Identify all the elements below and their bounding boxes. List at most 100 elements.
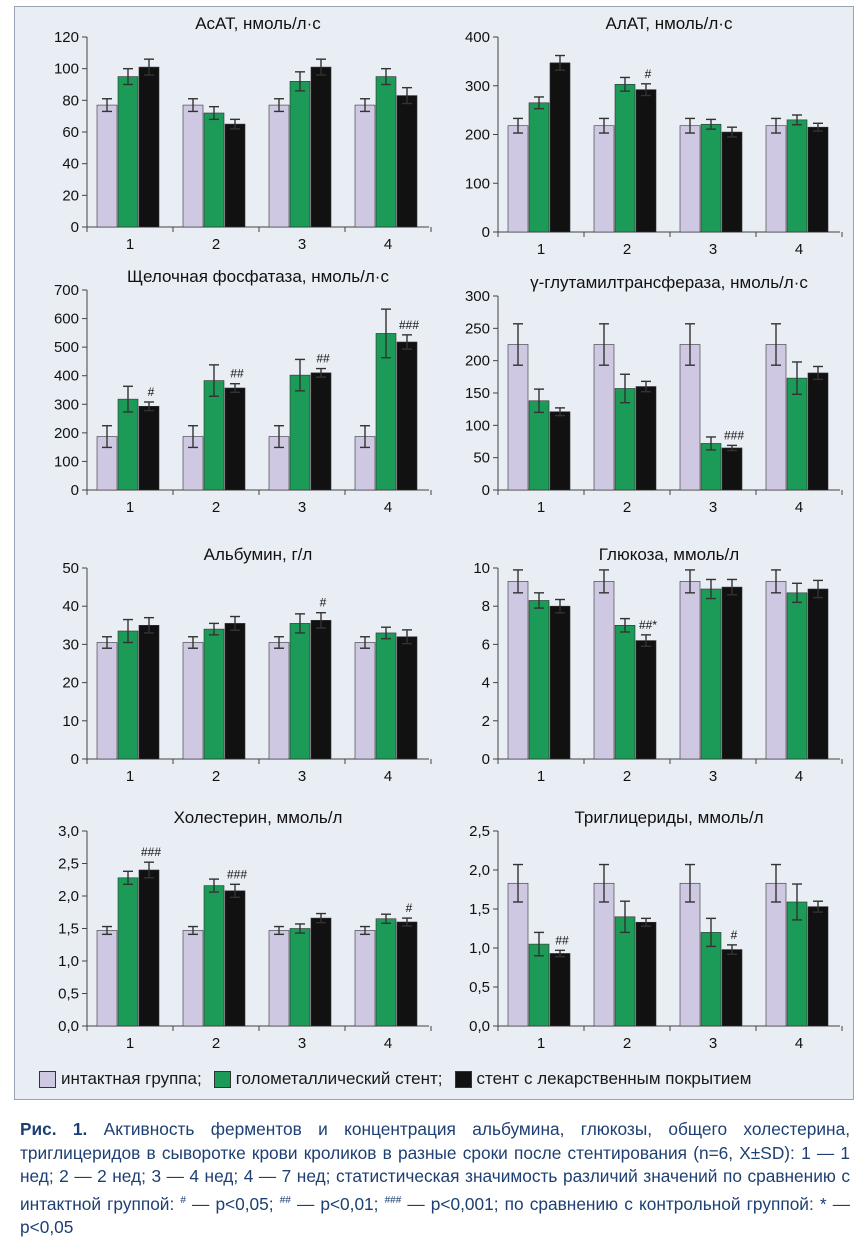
- x-tick-label: 3: [709, 241, 717, 258]
- chart-title: Триглицериды, ммоль/л: [574, 808, 763, 827]
- bar-series-1-cat-4: [354, 104, 376, 228]
- legend: интактная группа; голометаллический стен…: [39, 1069, 764, 1089]
- chart-4: γ-глутамилтрансфераза, нмоль/л·с 0 50 100 15…: [465, 273, 843, 516]
- y-tick-label: 400: [54, 368, 79, 385]
- caption-sig1-mark: #: [180, 1194, 186, 1206]
- chart-title: Щелочная фосфатаза, нмоль/л·с: [127, 267, 389, 286]
- bar-series-2-cat-1: [528, 600, 550, 760]
- bar-series-2-cat-2: [203, 380, 225, 491]
- y-tick-label: 0,5: [469, 979, 490, 996]
- bar-series-3-cat-2: [635, 640, 657, 760]
- bar-series-2-cat-3: [289, 623, 311, 760]
- legend-item-drug-eluting: стент с лекарственным покрытием: [454, 1069, 752, 1089]
- bar-series-3-cat-4: [807, 588, 829, 760]
- x-tick-label: 3: [709, 1035, 717, 1052]
- y-tick-label: 150: [465, 385, 490, 402]
- bar-series-3-cat-2: [224, 890, 246, 1027]
- chart-3: Щелочная фосфатаза, нмоль/л·с 0 100 200 300 4…: [54, 267, 432, 516]
- x-tick-label: 2: [623, 499, 631, 516]
- bar-series-3-cat-2: [224, 623, 246, 760]
- y-tick-label: 0: [71, 219, 79, 236]
- bar-series-3-cat-3: [721, 131, 743, 233]
- bar-series-1-cat-4: [765, 581, 787, 760]
- y-tick-label: 8: [482, 598, 490, 615]
- bar-series-2-cat-4: [375, 76, 397, 228]
- bar-series-1-cat-1: [96, 104, 118, 228]
- legend-item-bare-metal: голометаллический стент;: [213, 1069, 443, 1089]
- y-tick-label: 0: [71, 482, 79, 499]
- bar-series-3-cat-1: [549, 953, 571, 1027]
- bar-series-2-cat-2: [203, 885, 225, 1027]
- bar-series-2-cat-4: [375, 632, 397, 760]
- x-tick-label: 2: [623, 768, 631, 785]
- legend-item-intact: интактная группа;: [39, 1069, 202, 1089]
- legend-swatch-intact: [39, 1070, 56, 1088]
- x-tick-label: 4: [384, 236, 392, 253]
- bar-series-1-cat-3: [679, 344, 701, 491]
- y-tick-label: 2,0: [58, 888, 79, 905]
- significance-label: ###: [399, 318, 419, 332]
- bar-series-2-cat-4: [786, 119, 808, 233]
- caption-sig2-mark: ##: [279, 1194, 291, 1206]
- legend-label-intact: интактная группа;: [61, 1069, 202, 1088]
- bar-series-1-cat-3: [679, 125, 701, 233]
- bar-series-1-cat-1: [507, 125, 529, 233]
- bar-series-3-cat-4: [396, 341, 418, 491]
- bar-series-3-cat-1: [138, 624, 160, 760]
- bar-series-1-cat-3: [268, 642, 290, 760]
- bar-series-2-cat-1: [117, 76, 139, 228]
- bar-series-3-cat-4: [396, 636, 418, 760]
- chart-2: АлАТ, нмоль/л·с 0 100 200 300 400 1 2 3 4 #: [465, 14, 843, 258]
- x-tick-label: 2: [212, 236, 220, 253]
- chart-8: Триглицериды, ммоль/л 0,0 0,5 1,0 1,5 2,0 2,5 1…: [469, 808, 843, 1052]
- x-tick-label: 2: [212, 499, 220, 516]
- bar-series-1-cat-4: [765, 344, 787, 491]
- bar-series-1-cat-4: [354, 930, 376, 1027]
- bar-series-1-cat-2: [593, 344, 615, 491]
- bar-series-3-cat-1: [138, 405, 160, 491]
- bar-series-3-cat-3: [310, 66, 332, 228]
- y-tick-label: 80: [62, 92, 79, 109]
- y-tick-label: 400: [465, 29, 490, 46]
- bar-series-1-cat-2: [182, 104, 204, 228]
- chart-title: Холестерин, ммоль/л: [174, 808, 343, 827]
- bar-series-3-cat-4: [807, 372, 829, 491]
- bar-series-1-cat-1: [507, 344, 529, 491]
- y-tick-label: 2,0: [469, 862, 490, 879]
- y-tick-label: 0: [482, 224, 490, 241]
- bar-series-1-cat-2: [593, 125, 615, 233]
- bar-series-3-cat-4: [396, 95, 418, 228]
- y-tick-label: 100: [465, 417, 490, 434]
- y-tick-label: 30: [62, 636, 79, 653]
- y-tick-label: 20: [62, 187, 79, 204]
- y-tick-label: 0: [482, 482, 490, 499]
- significance-label: ###: [227, 867, 247, 881]
- bar-series-2-cat-1: [117, 630, 139, 760]
- significance-label: ##: [316, 352, 330, 366]
- bar-series-3-cat-2: [635, 89, 657, 233]
- x-tick-label: 3: [709, 499, 717, 516]
- significance-label: ##: [555, 933, 569, 947]
- legend-label-bare-metal: голометаллический стент;: [235, 1069, 443, 1088]
- x-tick-label: 4: [795, 499, 803, 516]
- y-tick-label: 0: [482, 751, 490, 768]
- y-tick-label: 40: [62, 156, 79, 173]
- y-tick-label: 50: [62, 560, 79, 577]
- chart-7: Холестерин, ммоль/л 0,0 0,5 1,0 1,5 2,0 2,5 3,0…: [58, 808, 432, 1052]
- bar-series-1-cat-2: [182, 642, 204, 760]
- caption-text-head: Активность ферментов и концентрация альб…: [20, 1119, 850, 1163]
- significance-label: ###: [141, 845, 161, 859]
- bar-series-2-cat-2: [614, 388, 636, 491]
- significance-label: ##*: [639, 618, 657, 632]
- bar-series-1-cat-3: [268, 104, 290, 228]
- bar-series-1-cat-4: [765, 882, 787, 1027]
- bar-series-1-cat-4: [354, 642, 376, 760]
- chart-title: γ-глутамилтрансфераза, нмоль/л·с: [530, 273, 808, 292]
- y-tick-label: 10: [62, 713, 79, 730]
- legend-label-drug-eluting: стент с лекарственным покрытием: [476, 1069, 752, 1088]
- y-tick-label: 40: [62, 598, 79, 615]
- y-tick-label: 1,0: [58, 953, 79, 970]
- y-tick-label: 200: [465, 353, 490, 370]
